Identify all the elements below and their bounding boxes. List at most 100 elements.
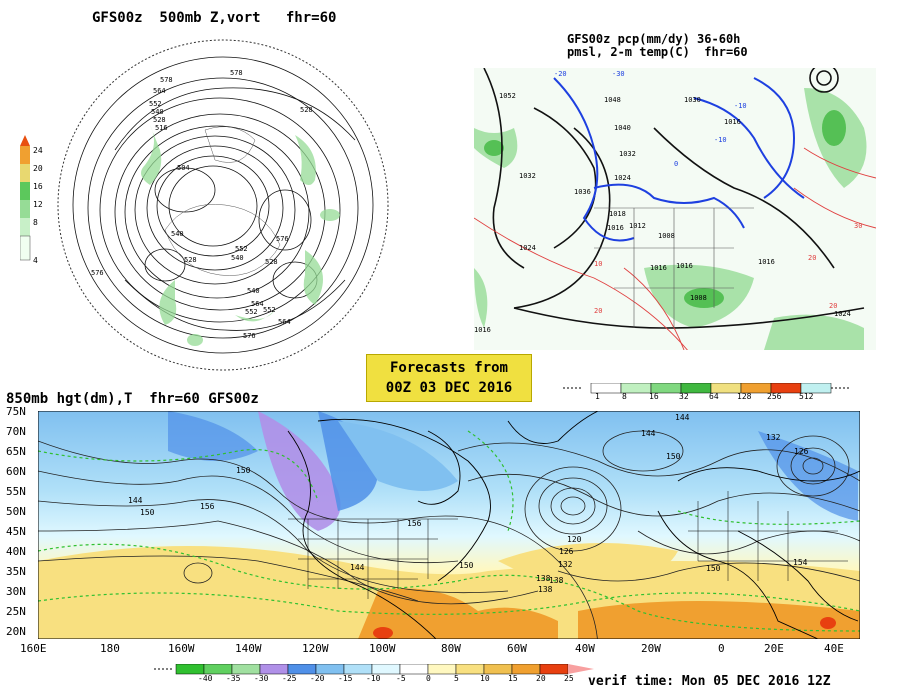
forecast-line1: Forecasts from <box>389 360 508 376</box>
coastlines-500mb <box>164 126 281 276</box>
height-label: 144 <box>350 563 365 572</box>
temp-tick: -10 <box>366 674 381 683</box>
map-850mb: 144 150 156 150 156 150 144 138 132 126 … <box>38 411 860 639</box>
height-label: 144 <box>675 413 690 422</box>
lon-label: 80W <box>441 642 461 655</box>
lon-label: 0 <box>718 642 725 655</box>
temp-colorbar-swatch <box>343 663 373 675</box>
lat-label: 75N <box>6 405 26 418</box>
height-label: 150 <box>706 564 721 573</box>
temp-colorbar-swatch <box>203 663 233 675</box>
lat-label: 20N <box>6 625 26 638</box>
contour-label: 576 <box>243 332 256 340</box>
height-contours-850mb <box>38 430 860 639</box>
lon-label: 100W <box>369 642 396 655</box>
height-label: 150 <box>459 561 474 570</box>
temp-label: -10 <box>714 136 727 144</box>
isobar-label: 1016 <box>676 262 693 270</box>
pcp-tick: 8 <box>622 392 627 401</box>
temp-tick: 25 <box>564 674 574 683</box>
contour-label: 578 <box>160 76 173 84</box>
contour-label: 552 <box>235 245 248 253</box>
lat-label: 25N <box>6 605 26 618</box>
height-label: 132 <box>766 433 781 442</box>
isobar-label: 1040 <box>614 124 631 132</box>
temp-tick: -5 <box>396 674 406 683</box>
lon-label: 160E <box>20 642 47 655</box>
isobars <box>483 68 865 329</box>
height-label: 132 <box>558 560 573 569</box>
temp-colorbar-swatch <box>231 663 261 675</box>
contour-label: 528 <box>153 116 166 124</box>
height-label: 156 <box>407 519 422 528</box>
height-label: 150 <box>140 508 155 517</box>
lat-label: 60N <box>6 465 26 478</box>
height-label: 150 <box>236 466 251 475</box>
temp-colorbar-swatch <box>427 663 457 675</box>
pcp-colorbar-svg <box>563 382 851 394</box>
vort-colorbar-svg <box>19 135 31 261</box>
lon-label: 40W <box>575 642 595 655</box>
vort-tick: 4 <box>33 256 38 265</box>
vort-colorbar-swatch <box>20 200 30 218</box>
contour-label: 528 <box>184 256 197 264</box>
contour-label: 504 <box>177 164 190 172</box>
height-label: 150 <box>666 452 681 461</box>
borders-pcp <box>594 207 754 328</box>
temp-tick: -15 <box>338 674 353 683</box>
vort-colorbar-swatch <box>20 218 30 236</box>
height-label: 144 <box>641 429 656 438</box>
temp-colorbar-swatch <box>399 663 429 675</box>
temp-tick: -20 <box>310 674 325 683</box>
temp-label: -30 <box>612 70 625 78</box>
isobar-label: 1030 <box>684 96 701 104</box>
contour-label: 564 <box>153 87 166 95</box>
isobar-label: 1008 <box>658 232 675 240</box>
temp-colorbar-swatch <box>315 663 345 675</box>
isobar-label: 1032 <box>619 150 636 158</box>
temp-colorbar-arrow <box>568 664 594 674</box>
temp-colorbar-swatch <box>539 663 569 675</box>
contour-label: 576 <box>276 235 289 243</box>
lat-label: 55N <box>6 485 26 498</box>
lon-label: 20W <box>641 642 661 655</box>
isobar-label: 1016 <box>724 118 741 126</box>
temp-colorbar-swatch <box>259 663 289 675</box>
precip-heavy <box>484 110 846 308</box>
lat-axis: 75N 70N 65N 60N 55N 50N 45N 40N 35N 30N … <box>0 403 36 643</box>
isobar-label: 1018 <box>609 210 626 218</box>
temp-label: 10 <box>594 260 602 268</box>
lon-label: 60W <box>507 642 527 655</box>
isobar-label: 1048 <box>604 96 621 104</box>
vorticity-shading <box>141 125 340 346</box>
pcp-tick: 16 <box>649 392 659 401</box>
temp-tick: 10 <box>480 674 490 683</box>
height-label: 126 <box>559 547 574 556</box>
temp-tick: -35 <box>226 674 241 683</box>
height-label: 156 <box>200 502 215 511</box>
isobar-label: 1036 <box>574 188 591 196</box>
lon-label: 20E <box>764 642 784 655</box>
isobar-label: 1008 <box>690 294 707 302</box>
vort-colorbar-swatch <box>20 146 30 164</box>
isobar-label: 1024 <box>614 174 631 182</box>
temp-colorbar-swatch <box>175 663 205 675</box>
temp-colorbar-svg <box>154 663 594 675</box>
contour-label: 552 <box>263 306 276 314</box>
temp-tick: -30 <box>254 674 269 683</box>
vort-tick: 16 <box>33 182 43 191</box>
panel-pcp-title-line1: GFS00z pcp(mm/dy) 36-60h <box>567 32 741 46</box>
temp-tick: 15 <box>508 674 518 683</box>
vort-colorbar-swatch <box>19 235 31 261</box>
pcp-tick: 32 <box>679 392 689 401</box>
lon-label: 160W <box>168 642 195 655</box>
isobar-label: 1032 <box>519 172 536 180</box>
vort-colorbar-swatch <box>20 182 30 200</box>
pcp-tick: 128 <box>737 392 752 401</box>
contour-labels-500mb: 578 564 552 540 528 516 504 540 528 576 … <box>91 69 313 340</box>
lat-label: 70N <box>6 425 26 438</box>
contour-label: 540 <box>231 254 244 262</box>
temp-tick: 5 <box>454 674 459 683</box>
temp-colorbar-swatch <box>287 663 317 675</box>
temp-tick: 0 <box>426 674 431 683</box>
